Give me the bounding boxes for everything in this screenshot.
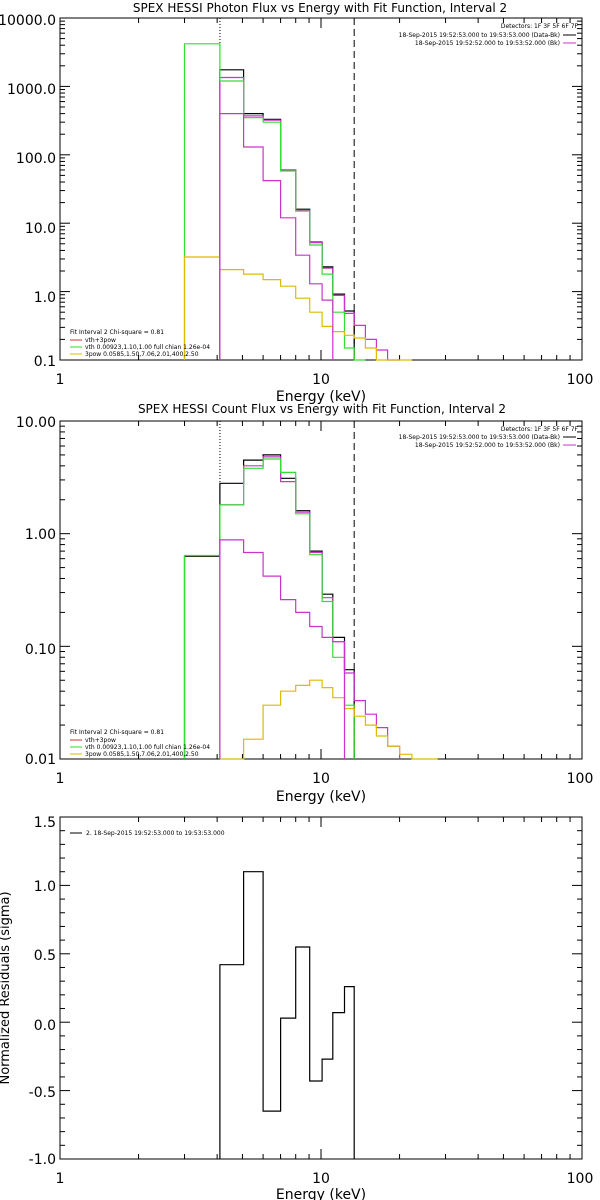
photon-ytick-1: 1.0 [34,290,56,306]
series-data [183,454,355,759]
resid-ylabel: Normalized Residuals (sigma) [0,891,13,1084]
count-xtick-1: 1 [56,771,65,787]
resid-legend-text: 2. 18-Sep-2015 19:52:53.000 to 19:53:53.… [86,830,225,837]
photon-flux-frame [59,17,583,361]
count-ytick-1: 0.10 [25,642,56,658]
photon-legend-fit: Fit Interval 2 Chi-square = 0.81 [70,329,164,336]
count-header-detectors: Detectors: 1F 3F 5F 6F 7F [501,426,579,433]
series-magenta-thermal [219,539,346,759]
photon-header-detectors: Detectors: 1F 3F 5F 6F 7F [501,23,579,30]
series-3pow [183,256,412,361]
photon-header-bk: 18-Sep-2015 19:52:52.000 to 19:53:52.000… [415,40,560,47]
count-xlabel: Energy (keV) [276,789,366,805]
series-3pow [219,679,438,760]
photon-xtick-1: 1 [56,372,65,388]
resid-ytick-2: 0.0 [34,1018,56,1034]
resid-ytick-3: 0.5 [34,948,56,964]
photon-flux-axes [60,18,582,360]
count-legend-total: vth+3pow [85,737,116,744]
count-xtick-10: 10 [312,771,330,787]
resid-ytick-4: 1.0 [34,879,56,895]
count-flux-axes [60,421,582,759]
count-header-bk: 18-Sep-2015 19:52:52.000 to 19:53:52.000… [415,442,560,449]
residuals-panel: 1 10 100 -1.0 -0.5 0.0 0.5 1.0 1.5 Energ… [0,815,593,1200]
photon-ytick-4: 1000.0 [7,82,56,98]
photon-flux-title: SPEX HESSI Photon Flux vs Energy with Fi… [133,1,507,15]
photon-legend-total: vth+3pow [85,337,116,344]
photon-ytick-0: 0.1 [34,354,56,370]
residuals-frame [59,816,583,1160]
count-ytick-2: 1.00 [25,527,56,543]
resid-xlabel: Energy (keV) [276,1187,366,1200]
resid-xtick-1: 1 [56,1171,65,1187]
photon-flux-panel: SPEX HESSI Photon Flux vs Energy with Fi… [0,1,593,405]
photon-ytick-5: 10000.0 [0,13,56,29]
residuals-series [219,871,355,1159]
series-residuals [219,871,355,1159]
photon-header-interval: 18-Sep-2015 19:52:53.000 to 19:53:53.000… [399,32,560,39]
count-header-interval: 18-Sep-2015 19:52:53.000 to 19:53:53.000… [399,434,560,441]
resid-xtick-100: 100 [567,1171,594,1187]
series-vth [183,43,366,361]
count-legend-fit: Fit Interval 2 Chi-square = 0.81 [70,729,164,736]
photon-xtick-10: 10 [312,372,330,388]
count-flux-panel: SPEX HESSI Count Flux vs Energy with Fit… [16,402,593,805]
resid-xtick-10: 10 [312,1171,330,1187]
residuals-axes [60,816,582,1160]
count-flux-frame [59,420,583,760]
count-legend-vth: vth 0.00923,1.10,1.00 full chian 1.26e-0… [85,744,210,751]
resid-ytick-1: -0.5 [29,1085,56,1101]
photon-xtick-100: 100 [567,372,594,388]
series-vth+3pow [219,456,401,759]
count-xtick-100: 100 [567,771,594,787]
photon-flux-series [183,43,412,361]
count-flux-series [183,454,438,760]
series-vth [183,458,355,759]
count-flux-title: SPEX HESSI Count Flux vs Energy with Fit… [138,402,506,416]
count-ytick-0: 0.01 [25,752,56,768]
resid-ytick-0: -1.0 [29,1152,56,1168]
photon-legend-vth: vth 0.00923,1.10,1.00 full chian 1.26e-0… [85,344,210,351]
count-legend-pow: 3pow 0.0585,1.50,7.06,2.01,400,2.50 [85,751,199,758]
resid-ytick-5: 1.5 [34,815,56,831]
photon-legend-pow: 3pow 0.0585,1.50,7.06,2.01,400,2.50 [85,351,199,358]
series-data [219,69,355,360]
photon-ytick-2: 10.0 [25,221,56,237]
photon-xlabel: Energy (keV) [276,389,366,405]
photon-ytick-3: 100.0 [16,151,56,167]
series-magenta-thermal [219,113,334,360]
count-ytick-3: 10.00 [16,415,56,431]
